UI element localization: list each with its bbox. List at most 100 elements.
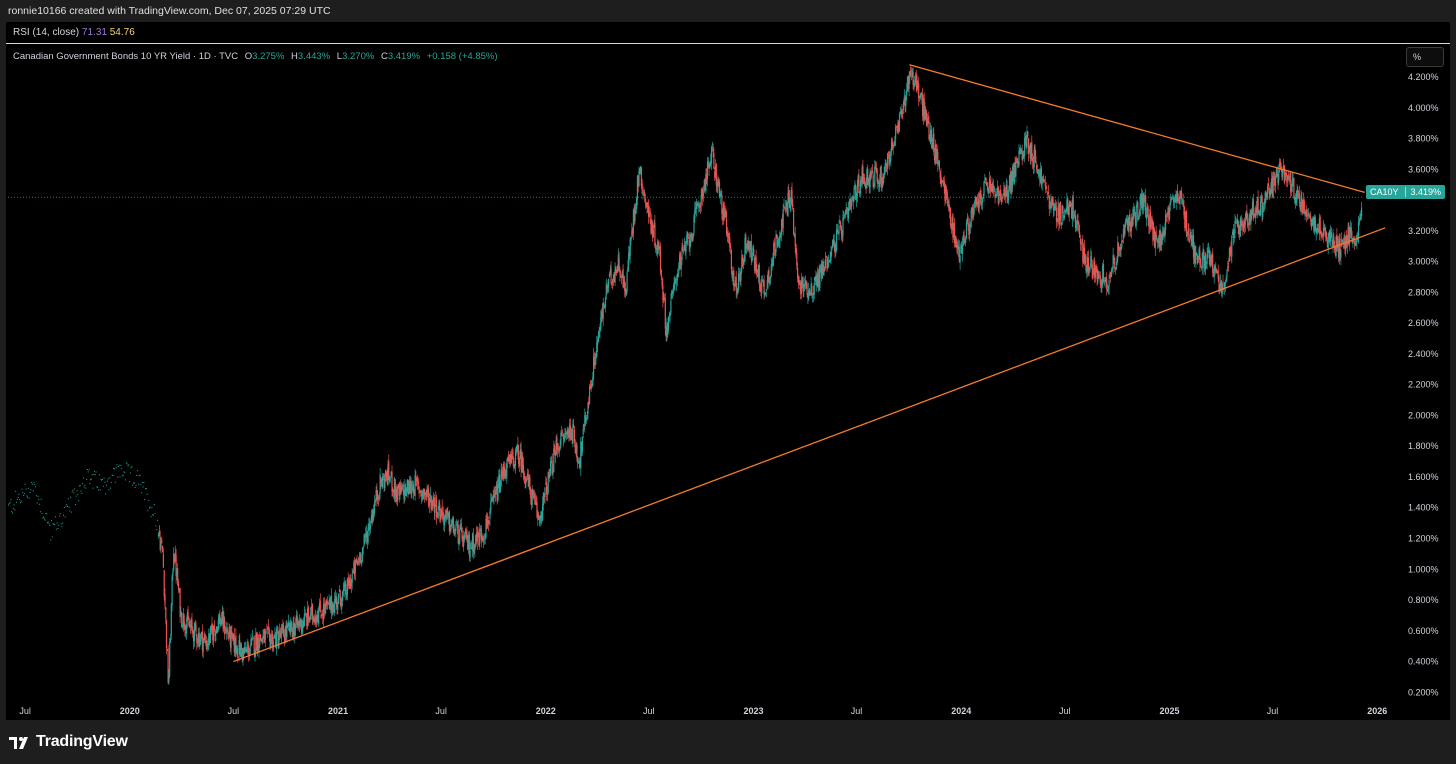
candle-body bbox=[1110, 269, 1113, 277]
price-dot bbox=[149, 507, 150, 509]
candle-body bbox=[1354, 243, 1356, 246]
candle-body bbox=[586, 415, 588, 416]
candle-body bbox=[1205, 266, 1207, 268]
candle-body bbox=[213, 625, 215, 631]
candle-body bbox=[853, 187, 855, 200]
candle-body bbox=[861, 167, 863, 183]
candle-body bbox=[249, 647, 251, 655]
candle-body bbox=[748, 240, 750, 250]
candle-body bbox=[528, 477, 530, 485]
candle-body bbox=[365, 532, 368, 538]
candle-body bbox=[1262, 206, 1264, 218]
candle-body bbox=[903, 96, 905, 102]
indicator-pane[interactable]: RSI (14, close) 71.31 54.76 bbox=[6, 22, 1450, 43]
candle-body bbox=[833, 240, 835, 246]
candle-body bbox=[241, 651, 243, 659]
candle-body bbox=[877, 182, 879, 184]
candle-body bbox=[977, 201, 979, 205]
candle-body bbox=[847, 207, 849, 218]
candle-body bbox=[797, 267, 799, 278]
pane-divider[interactable] bbox=[6, 43, 1450, 44]
candle-body bbox=[436, 515, 438, 517]
candle-body bbox=[281, 627, 283, 630]
candle-body bbox=[685, 244, 687, 252]
trendline-upper bbox=[909, 64, 1365, 194]
candle-body bbox=[322, 614, 324, 618]
candle-body bbox=[717, 182, 719, 186]
candle-body bbox=[1201, 253, 1203, 269]
candle-body bbox=[576, 444, 578, 459]
candle-body bbox=[321, 615, 323, 616]
price-dot bbox=[15, 490, 17, 492]
percent-scale-button[interactable]: % bbox=[1406, 47, 1444, 67]
candle-body bbox=[687, 237, 689, 239]
candle-body bbox=[355, 560, 357, 563]
candle-body bbox=[556, 437, 558, 451]
candle-body bbox=[1067, 207, 1069, 215]
price-dot bbox=[10, 499, 12, 501]
candle-body bbox=[600, 317, 602, 329]
candle-body bbox=[409, 481, 411, 494]
candle-body bbox=[405, 487, 407, 495]
brand-name[interactable]: TradingView bbox=[36, 733, 128, 750]
symbol-legend: Canadian Government Bonds 10 YR Yield · … bbox=[13, 51, 498, 62]
price-dot bbox=[102, 485, 104, 487]
candle-body bbox=[1148, 218, 1150, 227]
candle-body bbox=[292, 623, 294, 636]
candle-body bbox=[1271, 176, 1273, 196]
candle-body bbox=[692, 232, 694, 239]
candle-body bbox=[953, 223, 956, 243]
candle-body bbox=[1165, 214, 1167, 231]
candle-body bbox=[672, 288, 674, 294]
price-dot bbox=[145, 488, 147, 490]
candle-body bbox=[1116, 257, 1118, 265]
candle-body bbox=[1087, 257, 1089, 274]
candle-body bbox=[802, 278, 804, 292]
candle-body bbox=[1030, 143, 1032, 160]
candle-body bbox=[1015, 161, 1017, 177]
candle-body bbox=[1353, 241, 1356, 245]
candle-body bbox=[1126, 219, 1128, 220]
candle-body bbox=[721, 195, 723, 215]
indicator-name: RSI (14, close) bbox=[13, 27, 80, 38]
tradingview-logo-icon[interactable] bbox=[9, 737, 33, 749]
candle-body bbox=[478, 536, 480, 546]
price-dot bbox=[43, 516, 45, 518]
candle-body bbox=[895, 126, 897, 128]
candle-body bbox=[640, 166, 642, 173]
candle-body bbox=[346, 595, 348, 598]
price-dot bbox=[40, 498, 42, 500]
candle-body bbox=[1004, 187, 1006, 197]
candle-body bbox=[765, 289, 768, 291]
candle-body bbox=[1340, 249, 1342, 258]
candle-body bbox=[941, 183, 943, 185]
candle-body bbox=[744, 237, 746, 261]
candle-body bbox=[492, 497, 494, 501]
candle-body bbox=[1318, 228, 1320, 233]
candle-body bbox=[530, 488, 532, 499]
candle-body bbox=[1271, 178, 1273, 193]
candle-body bbox=[779, 232, 781, 241]
candle-body bbox=[784, 207, 786, 209]
candle-body bbox=[503, 464, 505, 479]
candle-body bbox=[236, 648, 239, 657]
candle-body bbox=[217, 620, 219, 630]
candle-body bbox=[1255, 209, 1257, 219]
candle-body bbox=[730, 250, 732, 270]
candle-body bbox=[981, 202, 983, 206]
candle-body bbox=[857, 175, 859, 185]
candle-body bbox=[1293, 177, 1295, 199]
candle-body bbox=[919, 97, 921, 99]
price-dot bbox=[121, 467, 123, 469]
candle-body bbox=[1135, 207, 1137, 227]
price-dot bbox=[98, 489, 99, 491]
candle-body bbox=[816, 277, 818, 285]
candle-body bbox=[847, 208, 850, 219]
candle-body bbox=[1296, 190, 1298, 200]
candle-body bbox=[450, 524, 452, 531]
candle-body bbox=[1025, 140, 1027, 148]
candle-body bbox=[1349, 232, 1351, 244]
candle-body bbox=[158, 530, 160, 536]
candle-body bbox=[291, 621, 293, 630]
